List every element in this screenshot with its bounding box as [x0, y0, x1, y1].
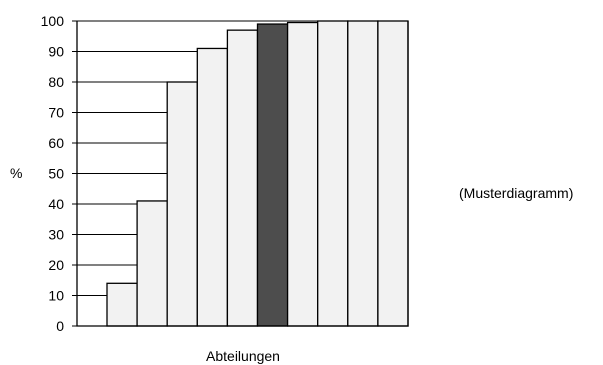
x-axis-label: Abteilungen — [206, 348, 280, 364]
bar — [166, 81, 198, 327]
y-tick-label: 80 — [48, 74, 64, 90]
bar — [226, 29, 259, 327]
y-tick-label: 100 — [41, 13, 65, 29]
bar — [106, 282, 138, 327]
y-tick-label: 40 — [48, 196, 64, 212]
bar-highlighted — [256, 23, 289, 327]
y-tick-label: 70 — [48, 105, 64, 121]
y-axis-label: % — [10, 165, 22, 181]
y-tick-label: 0 — [56, 318, 64, 334]
bar — [377, 20, 409, 327]
bar — [196, 47, 229, 327]
y-tick-label: 60 — [48, 135, 64, 151]
chart-annotation: (Musterdiagramm) — [459, 185, 573, 201]
y-tick-label: 30 — [48, 227, 64, 243]
y-tick-label: 20 — [48, 257, 64, 273]
axes — [72, 20, 409, 327]
bar — [136, 200, 168, 327]
bar — [286, 21, 319, 327]
y-tick-labels: 0 10 20 30 40 50 60 70 80 90 100 — [41, 13, 65, 334]
bar — [317, 20, 349, 327]
bar — [347, 20, 379, 327]
y-tick-label: 90 — [48, 44, 64, 60]
y-tick-label: 50 — [48, 166, 64, 182]
y-tick-label: 10 — [48, 288, 64, 304]
